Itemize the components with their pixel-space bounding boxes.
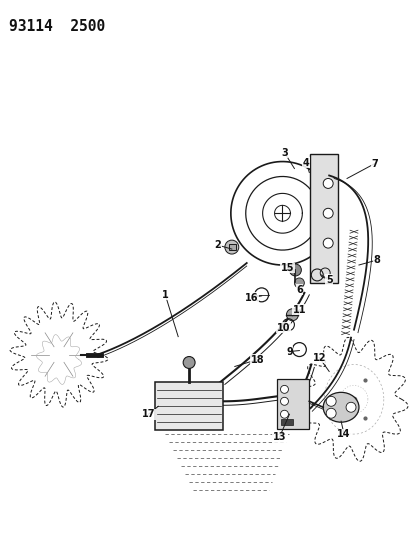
Text: 11: 11: [292, 305, 305, 315]
Bar: [310, 154, 337, 283]
Text: 15: 15: [280, 263, 294, 273]
Circle shape: [323, 179, 332, 188]
Circle shape: [286, 309, 298, 321]
Circle shape: [323, 208, 332, 218]
Text: 6: 6: [295, 285, 302, 295]
Circle shape: [183, 357, 195, 368]
Text: 9: 9: [285, 346, 292, 357]
Text: 10: 10: [276, 322, 290, 333]
Text: 13: 13: [272, 432, 285, 442]
Text: 93114  2500: 93114 2500: [9, 19, 105, 34]
Bar: [228, 244, 235, 250]
Bar: [281, 419, 293, 425]
Text: 16: 16: [244, 293, 258, 303]
Circle shape: [294, 278, 304, 288]
Ellipse shape: [323, 392, 358, 422]
Text: 17: 17: [141, 409, 155, 419]
Text: 5: 5: [325, 275, 332, 285]
Circle shape: [224, 240, 238, 254]
Bar: [276, 379, 309, 429]
Circle shape: [325, 397, 335, 406]
Text: 12: 12: [312, 352, 325, 362]
Circle shape: [280, 397, 288, 405]
Text: 7: 7: [370, 158, 377, 168]
Circle shape: [280, 385, 288, 393]
Text: 14: 14: [337, 429, 350, 439]
Circle shape: [345, 402, 355, 412]
Text: 2: 2: [214, 240, 221, 250]
Text: 4: 4: [302, 158, 309, 167]
Text: 3: 3: [280, 148, 287, 158]
Circle shape: [325, 408, 335, 418]
Text: 1: 1: [161, 290, 168, 300]
Text: 8: 8: [373, 255, 380, 265]
Circle shape: [289, 264, 301, 276]
Circle shape: [280, 410, 288, 418]
Text: 18: 18: [250, 354, 264, 365]
Circle shape: [323, 238, 332, 248]
Bar: [155, 382, 222, 430]
